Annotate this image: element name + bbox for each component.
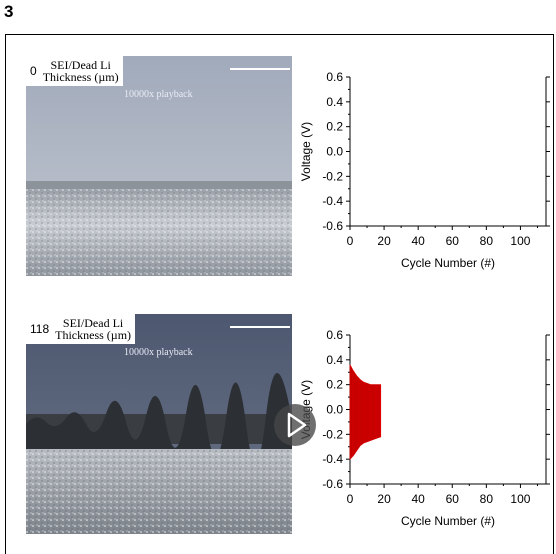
thickness-label: SEI/Dead Li Thickness (µm) bbox=[55, 317, 135, 341]
voltage-chart-bottom: 0.6 0.4 0.2 0.0 -0.2 -0.4 -0.6 0 20 40 60 80 100 Cycl… bbox=[296, 318, 554, 538]
thickness-value: 118 bbox=[30, 322, 50, 336]
y-tick-label: -0.4 bbox=[322, 194, 343, 208]
thickness-label-line1: SEI/Dead Li bbox=[62, 316, 124, 330]
scale-bar bbox=[230, 326, 290, 328]
playback-speed: 10000x playback bbox=[124, 347, 193, 358]
y-tick-label: -0.2 bbox=[322, 169, 343, 183]
y-tick-label: -0.6 bbox=[322, 219, 343, 233]
x-tick-label: 40 bbox=[411, 234, 425, 248]
microscope-image-bottom: 118 SEI/Dead Li Thickness (µm) 10000x pl… bbox=[26, 314, 292, 534]
x-tick-label: 0 bbox=[347, 492, 354, 506]
y-tick-label: -0.6 bbox=[322, 477, 343, 491]
thickness-label: SEI/Dead Li Thickness (µm) bbox=[43, 59, 123, 83]
thickness-value: 0 bbox=[30, 64, 37, 78]
thickness-label-line2: Thickness (µm) bbox=[42, 70, 119, 84]
voltage-chart-top: 0.6 0.4 0.2 0.0 -0.2 -0.4 -0.6 0 20 40 60 80 100 Cycl… bbox=[296, 60, 554, 280]
voltage-trace-striations bbox=[349, 364, 381, 460]
x-tick-label: 20 bbox=[377, 492, 391, 506]
microscope-image-top: 0 SEI/Dead Li Thickness (µm) 10000x play… bbox=[26, 56, 292, 276]
y-tick-label: 0.0 bbox=[326, 403, 343, 417]
y-tick-label: 0.4 bbox=[326, 353, 343, 367]
x-tick-label: 60 bbox=[446, 234, 460, 248]
y-tick-label: 0.2 bbox=[326, 378, 343, 392]
y-tick-label: -0.4 bbox=[322, 452, 343, 466]
x-tick-label: 60 bbox=[446, 492, 460, 506]
y-tick-label: 0.2 bbox=[326, 120, 343, 134]
microscope-render-bottom bbox=[26, 314, 292, 534]
y-tick-label: -0.2 bbox=[322, 427, 343, 441]
play-icon bbox=[287, 412, 307, 438]
x-tick-label: 100 bbox=[510, 234, 530, 248]
y-tick-label: 0.6 bbox=[326, 328, 343, 342]
x-tick-label: 100 bbox=[510, 492, 530, 506]
figure-label: 3 bbox=[4, 2, 14, 21]
y-axis-label: Voltage (V) bbox=[299, 122, 313, 181]
x-tick-label: 80 bbox=[480, 234, 494, 248]
thickness-label-line1: SEI/Dead Li bbox=[50, 58, 111, 72]
voltage-chart-svg: 0.6 0.4 0.2 0.0 -0.2 -0.4 -0.6 0 20 40 60 80 100 Cycl… bbox=[299, 328, 550, 528]
thickness-readout: 118 SEI/Dead Li Thickness (µm) bbox=[26, 314, 136, 344]
x-tick-label: 40 bbox=[411, 492, 425, 506]
voltage-chart-svg: 0.6 0.4 0.2 0.0 -0.2 -0.4 -0.6 0 20 40 60 80 100 Cycl… bbox=[299, 70, 550, 270]
x-tick-label: 0 bbox=[347, 234, 354, 248]
x-axis-label: Cycle Number (#) bbox=[401, 514, 495, 528]
scale-bar bbox=[230, 68, 290, 70]
y-tick-label: 0.4 bbox=[326, 95, 343, 109]
thickness-label-line2: Thickness (µm) bbox=[55, 328, 132, 342]
play-button[interactable] bbox=[274, 404, 316, 446]
y-tick-label: 0.6 bbox=[326, 70, 343, 84]
x-tick-label: 20 bbox=[377, 234, 391, 248]
figure-frame bbox=[5, 34, 554, 554]
x-tick-label: 80 bbox=[480, 492, 494, 506]
playback-speed: 10000x playback bbox=[124, 89, 193, 100]
thickness-readout: 0 SEI/Dead Li Thickness (µm) bbox=[26, 56, 123, 86]
y-tick-label: 0.0 bbox=[326, 145, 343, 159]
x-axis-label: Cycle Number (#) bbox=[401, 256, 495, 270]
